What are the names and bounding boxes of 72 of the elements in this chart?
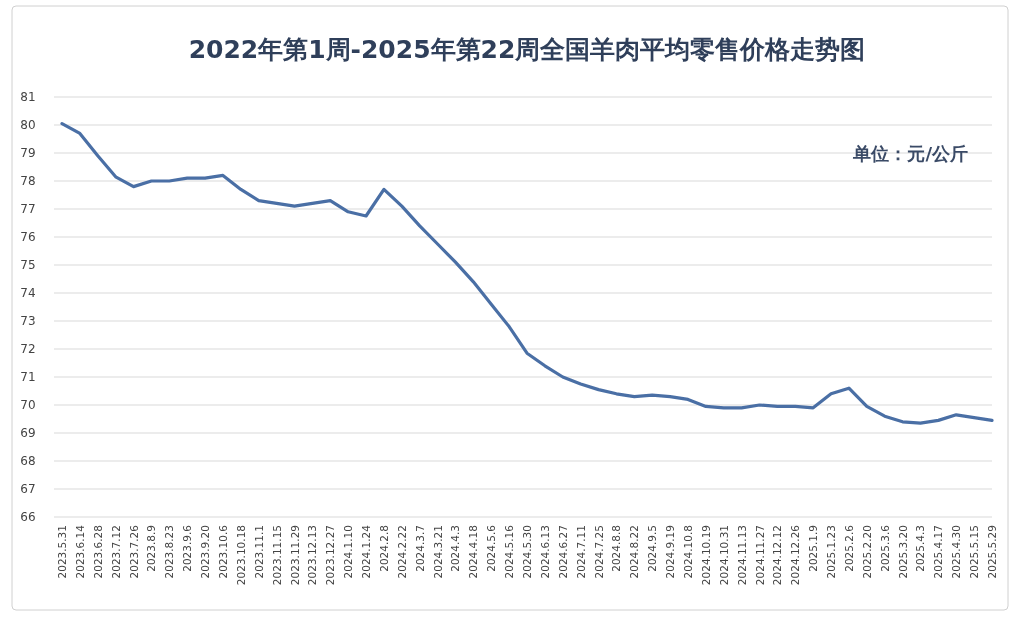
x-tick-label: 2025.1.23 <box>825 525 838 579</box>
x-tick-label: 2023.11.15 <box>270 525 283 586</box>
x-tick-label: 2024.4.18 <box>467 525 480 579</box>
x-tick-label: 2025.4.17 <box>932 525 945 579</box>
y-tick-label: 72 <box>20 342 36 356</box>
y-tick-label: 77 <box>20 202 36 216</box>
y-tick-label: 75 <box>20 258 36 272</box>
x-tick-label: 2023.12.27 <box>324 525 337 586</box>
x-tick-label: 2024.6.27 <box>556 525 569 579</box>
x-tick-label: 2025.1.9 <box>807 525 820 572</box>
x-tick-label: 2024.5.6 <box>485 524 498 572</box>
x-tick-label: 2023.10.6 <box>216 524 229 579</box>
x-tick-label: 2023.11.29 <box>288 525 301 586</box>
x-tick-label: 2023.8.23 <box>163 525 176 579</box>
x-tick-label: 2024.3.21 <box>431 525 444 579</box>
x-tick-label: 2024.2.22 <box>395 525 408 579</box>
x-tick-label: 2023.8.9 <box>145 525 158 572</box>
y-tick-label: 74 <box>20 286 36 300</box>
y-tick-label: 67 <box>20 482 36 496</box>
y-tick-label: 71 <box>20 370 36 384</box>
x-tick-label: 2023.7.26 <box>127 524 140 579</box>
x-tick-label: 2025.4.30 <box>950 525 963 579</box>
x-tick-label: 2023.7.12 <box>109 525 122 579</box>
x-tick-label: 2024.5.16 <box>503 524 516 579</box>
y-tick-label: 76 <box>20 230 36 244</box>
x-tick-label: 2024.3.7 <box>413 525 426 572</box>
x-tick-label: 2024.9.19 <box>664 525 677 579</box>
y-tick-label: 80 <box>20 118 36 132</box>
x-tick-label: 2023.9.6 <box>181 524 194 572</box>
y-tick-label: 73 <box>20 314 36 328</box>
annotation: 单位：元/公斤 <box>852 143 968 164</box>
x-tick-label: 2024.1.10 <box>342 525 355 579</box>
x-tick-label: 2024.12.12 <box>771 525 784 586</box>
x-tick-label: 2024.11.13 <box>735 525 748 586</box>
x-tick-label: 2025.5.15 <box>968 525 981 579</box>
x-tick-label: 2024.7.25 <box>592 525 605 579</box>
x-tick-label: 2025.5.29 <box>986 525 998 579</box>
y-tick-label: 66 <box>20 510 36 524</box>
x-tick-label: 2024.10.31 <box>717 525 730 586</box>
x-tick-label: 2024.10.19 <box>699 525 712 586</box>
x-tick-label: 2024.4.3 <box>449 525 462 572</box>
line-series <box>60 122 994 425</box>
x-tick-label: 2023.5.31 <box>56 525 68 579</box>
x-tick-label: 2023.9.20 <box>199 525 212 579</box>
x-tick-label: 2024.10.8 <box>681 525 694 579</box>
x-tick-label: 2024.6.13 <box>538 525 551 579</box>
x-tick-label: 2024.8.8 <box>610 525 623 572</box>
x-tick-label: 2024.12.26 <box>789 524 802 586</box>
x-tick-label: 2024.2.8 <box>377 525 390 572</box>
chart-title: 2022年第1周-2025年第22周全国羊肉平均零售价格走势图 <box>188 35 866 64</box>
y-tick-label: 78 <box>20 174 36 188</box>
x-tick-label: 2025.3.6 <box>878 524 891 572</box>
x-tick-label: 2025.4.3 <box>914 525 927 572</box>
x-tick-label: 2025.2.6 <box>842 524 855 572</box>
x-tick-label: 2025.2.20 <box>860 525 873 579</box>
x-tick-label: 2024.5.30 <box>521 525 533 579</box>
x-tick-label: 2025.3.20 <box>896 525 909 579</box>
y-tick-label: 70 <box>20 398 36 412</box>
x-tick-label: 2024.1.24 <box>360 524 373 579</box>
x-tick-label: 2023.6.28 <box>91 525 104 579</box>
y-tick-label: 68 <box>20 454 36 468</box>
y-tick-label: 69 <box>20 426 36 440</box>
x-tick-label: 2024.11.27 <box>753 525 766 586</box>
x-tick-label: 2023.12.13 <box>306 525 319 586</box>
x-tick-label: 2023.10.18 <box>234 525 247 586</box>
x-tick-label: 2024.9.5 <box>646 525 659 572</box>
y-tick-label: 81 <box>20 90 36 104</box>
x-tick-label: 2024.8.22 <box>628 525 641 579</box>
y-tick-label: 79 <box>20 146 36 160</box>
x-tick-label: 2023.6.14 <box>73 524 86 579</box>
x-tick-label: 2024.7.11 <box>574 525 587 579</box>
x-tick-label: 2023.11.1 <box>252 525 265 579</box>
